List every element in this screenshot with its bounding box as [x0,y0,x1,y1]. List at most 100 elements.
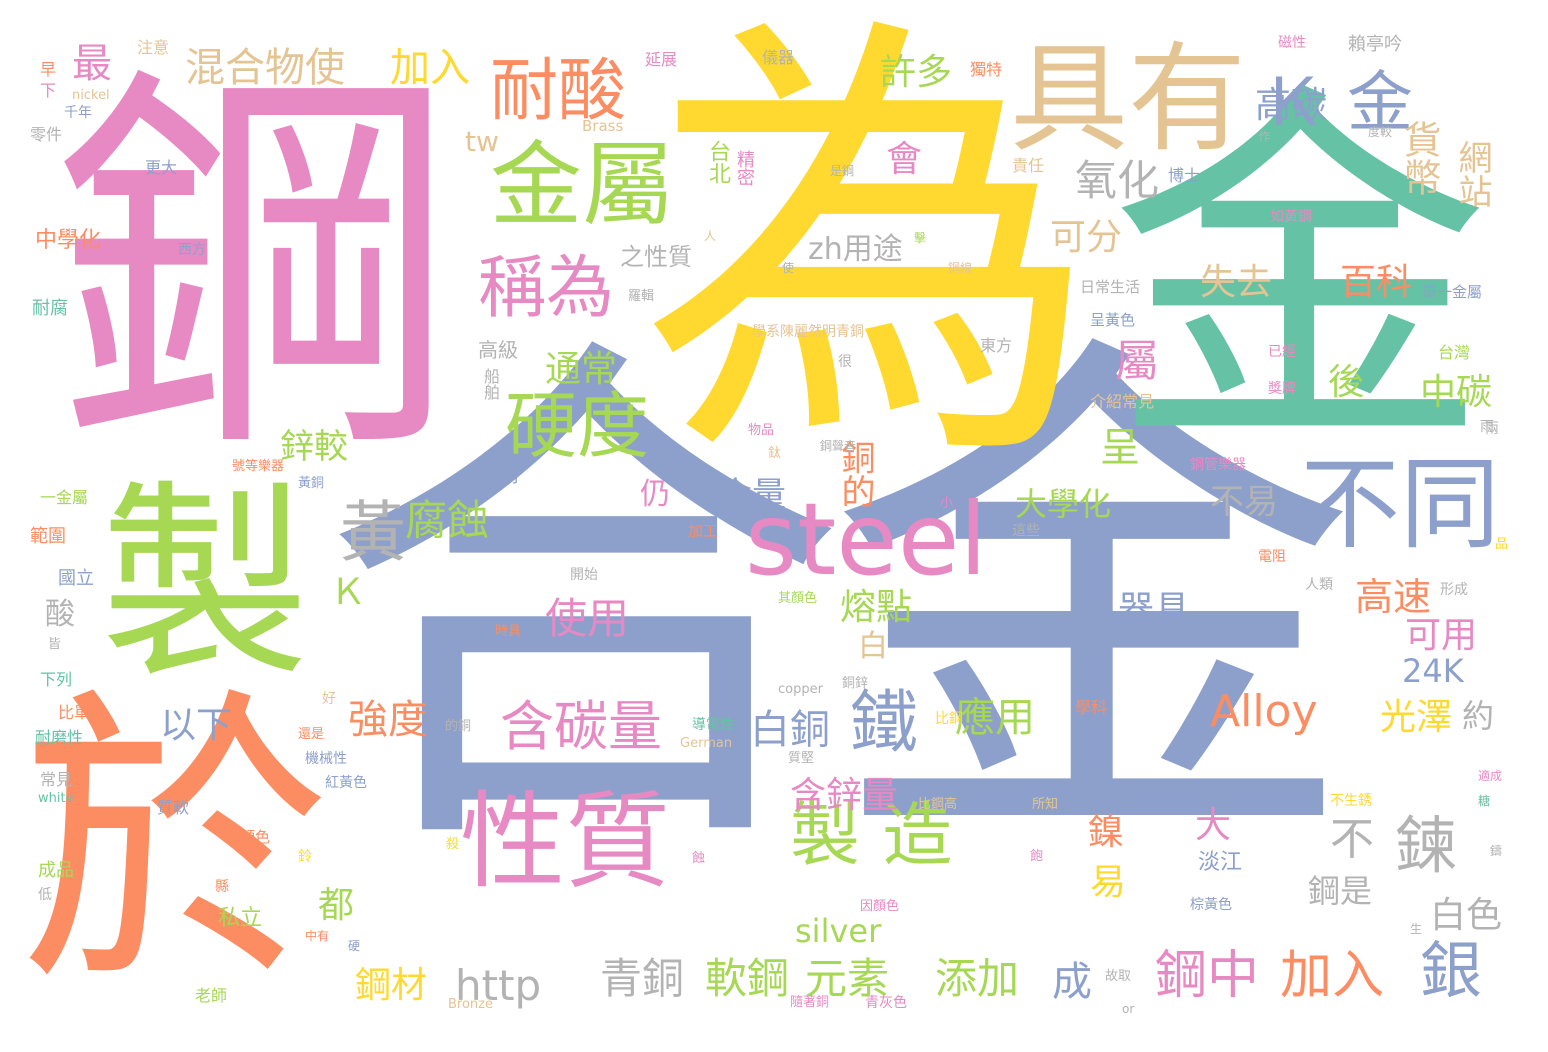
word: 金屬 [490,132,675,239]
word: 獨特 [970,60,1003,79]
word: 24K [1402,652,1464,690]
word: 軟鋼 [705,954,790,1003]
word: 銅鋅 [842,676,869,691]
word: 熔點 [840,587,913,628]
word: 精密 [734,150,755,186]
word: 時具 [495,624,522,639]
word: 性質 [460,781,671,903]
word: 比單 [58,703,91,722]
word: 使用 [545,594,630,643]
word: 範圍 [30,526,66,547]
word: 質堅 [788,751,815,766]
word: copper [778,682,823,697]
word: zh用途 [808,232,903,267]
word: 耐酸 [490,52,627,131]
word: 糖 [1478,794,1491,808]
word: 生 [1410,922,1423,936]
word: 屬 [1115,336,1159,387]
word: 紅黃色 [325,775,367,791]
word: 人 [704,229,717,243]
word: 一金屬 [40,488,89,507]
word: 銅的 [835,440,875,508]
word: 開始 [570,567,598,583]
word: 可用 [1405,615,1478,656]
word: 都 [318,885,355,926]
word: 成品 [38,860,74,881]
word: 大學化 [1015,485,1112,523]
word: 具有 [1010,30,1247,168]
word: 為 [640,0,1100,517]
word: 黃 [340,494,406,571]
word: 羅輯 [628,289,655,304]
word: 殺 [446,837,460,852]
word: 品 [1495,537,1509,552]
word: 黃銅 [298,476,325,491]
word: 不易 [1210,482,1278,522]
word: 製 [100,462,311,707]
word: Ｋ 金 [1260,64,1413,141]
word: 物品 [748,423,775,438]
word: 責任 [1012,156,1045,175]
word: Ｋ [330,572,367,613]
word: 大 [1195,805,1232,846]
word: 高速 [1355,575,1432,619]
word: 金 [1110,53,1490,496]
word: 鑄 [1490,844,1503,858]
word: 比鋼高 [918,797,958,812]
word: 之性質 [620,243,692,271]
word: 千年 [64,105,92,121]
word: 日常生活 [1080,278,1141,296]
word: 鋼中 [1155,946,1260,1006]
word: 高碳 [1255,85,1328,126]
word: 高級 [478,338,518,362]
word: 硬度 [505,384,650,468]
word: 約 [1462,697,1495,735]
word: 鋼 [55,37,455,502]
word: 如黃鋼 [1270,209,1312,225]
word: 獎牌 [1268,381,1296,397]
word: 氧化 [1075,156,1160,205]
word: 加入 [390,45,470,91]
word: 延展 [645,50,678,69]
word: 含鋅量 [790,775,899,816]
word: 網站 [1452,140,1492,208]
word: 可分 [1050,217,1123,258]
word: 青灰色 [865,995,907,1011]
word: 含碳量 [500,695,662,758]
word: 腐蝕 [405,496,490,545]
word: 的銅 [445,719,472,734]
word: 鍊 [1395,809,1458,882]
word: 仍 [640,477,670,512]
word: 鐵 [850,684,919,763]
word: 中碳 [1420,372,1493,413]
word: 雨 [1480,419,1494,435]
word: 學系陳麗然明青銅 [752,324,864,340]
word: 度較 [1368,125,1393,139]
word: nickel [72,88,110,103]
word: 下列 [40,670,73,689]
word: 失去 [1200,262,1273,303]
word: 西元前 [465,466,519,487]
word: 形成 [1440,582,1468,598]
word: 混合物使 [185,45,345,91]
word: 儀器 [762,48,795,67]
word: 小 [940,496,954,511]
word: 中有 [305,929,330,943]
word: 鋼是 [1308,872,1373,910]
word: 硬 [348,939,361,953]
word: 單一金屬 [1422,283,1483,301]
word: 常見 [40,770,73,789]
word: 故取 [1105,969,1132,984]
word: 東方 [980,336,1013,355]
word: 顏色 [240,828,271,846]
word: 中學化 [35,228,102,253]
word: 鎳 [1088,812,1125,853]
word: 器具 [1118,589,1191,630]
word: 早 [40,60,57,79]
word: 更大 [145,158,178,177]
word: 不同 [1300,446,1500,563]
word: 不 [1330,814,1374,865]
word: 青銅 [600,954,685,1003]
word: 白色 [1430,895,1503,936]
word: Bronze [448,997,493,1012]
